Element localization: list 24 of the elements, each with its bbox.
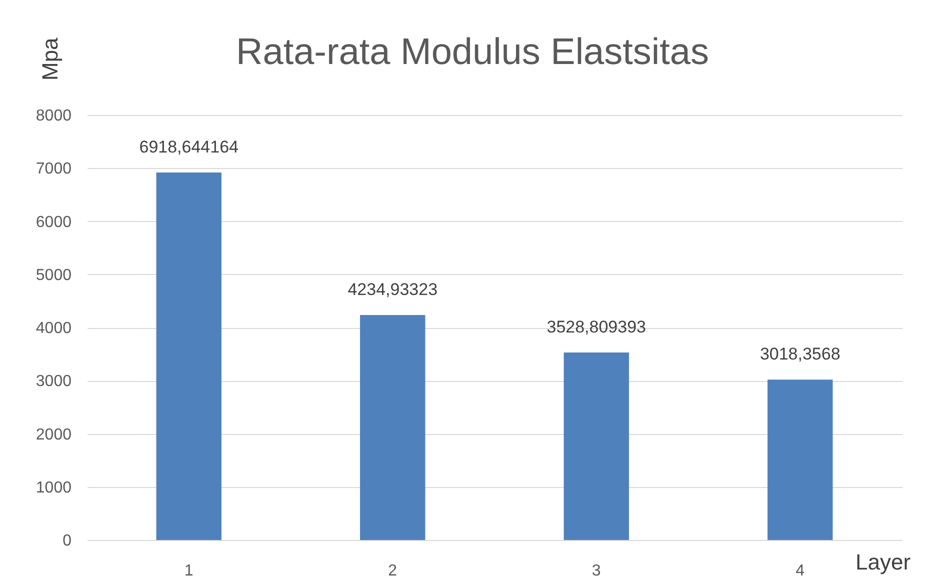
y-tick-label: 3000	[36, 373, 72, 390]
y-tick-label: 7000	[36, 160, 72, 178]
data-label: 4234,93323	[348, 280, 438, 300]
x-tick-label: 3	[592, 562, 601, 580]
bar	[156, 172, 222, 540]
y-tick-label: 8000	[36, 108, 72, 124]
y-tick-label: 0	[62, 532, 72, 550]
chart-title: Rata-rata Modulus Elastsitas	[236, 31, 709, 72]
y-tick-label: 2000	[36, 426, 72, 444]
y-tick-label: 5000	[36, 266, 72, 284]
x-tick-label: 2	[388, 562, 398, 580]
x-axis-title: Layer	[856, 550, 911, 574]
y-tick-label: 6000	[36, 214, 72, 231]
bar	[768, 380, 833, 540]
bar	[360, 315, 426, 540]
bar	[564, 352, 629, 540]
x-tick-label: 1	[184, 562, 194, 580]
y-tick-label: 1000	[36, 479, 72, 496]
data-label: 6918,644164	[139, 137, 239, 156]
data-label: 3018,3568	[760, 344, 840, 364]
x-tick-label: 4	[796, 562, 805, 580]
data-label: 3528,809393	[546, 318, 646, 337]
y-axis-title: Mpa	[38, 36, 62, 80]
y-tick-label: 4000	[36, 320, 72, 337]
